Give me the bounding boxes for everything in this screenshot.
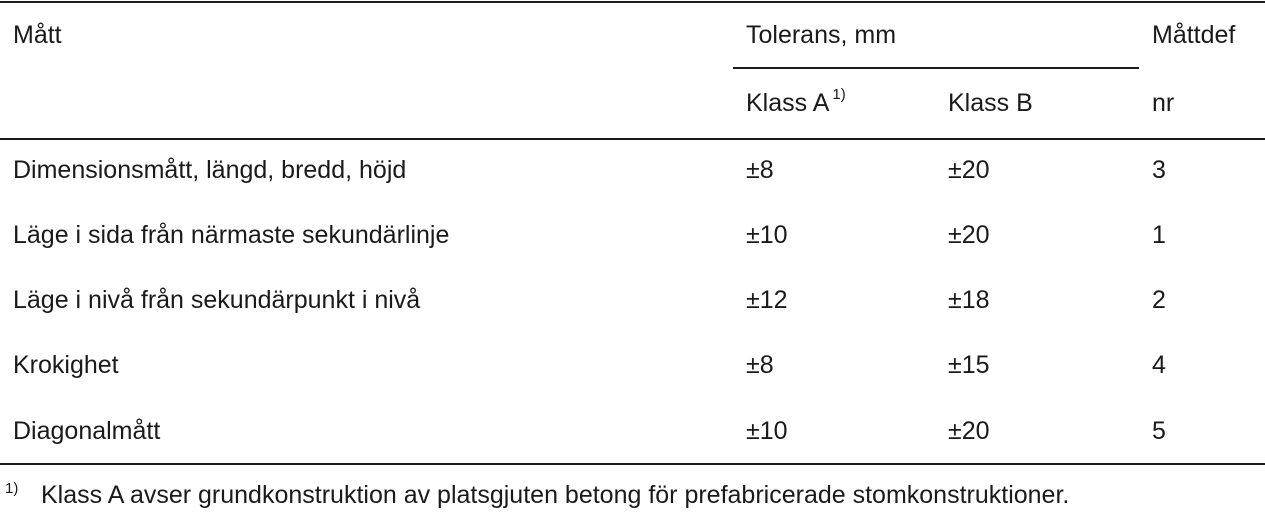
header-klass-b: Klass B [948,89,1033,117]
header-matt: Mått [13,21,62,49]
row-nr: 1 [1152,221,1166,249]
header-klass-a-footnote-ref: 1) [832,86,846,103]
row-nr: 5 [1152,417,1166,445]
row-nr: 4 [1152,351,1166,379]
row-nr: 2 [1152,286,1166,314]
row-matt: Krokighet [13,351,119,379]
table-top-rule [0,1,1265,3]
row-klass-a: ±10 [746,417,788,445]
row-matt: Dimensionsmått, längd, bredd, höjd [13,156,407,184]
row-klass-b: ±20 [948,156,990,184]
row-nr: 3 [1152,156,1166,184]
header-klass-a-label: Klass A [746,89,830,117]
header-nr: nr [1152,89,1175,117]
row-matt: Läge i nivå från sekundärpunkt i nivå [13,286,421,314]
header-bottom-rule [0,138,1265,140]
footnote-text: Klass A avser grundkonstruktion av plats… [41,481,1070,509]
row-klass-a: ±8 [746,351,774,379]
row-klass-a: ±8 [746,156,774,184]
row-klass-b: ±18 [948,286,990,314]
footnote-mark: 1) [5,480,19,497]
row-matt: Läge i sida från närmaste sekundärlinje [13,221,450,249]
header-tolerans: Tolerans, mm [746,21,897,49]
row-klass-b: ±15 [948,351,990,379]
row-klass-b: ±20 [948,221,990,249]
header-klass-a: Klass A 1) [746,86,846,122]
row-matt: Diagonalmått [13,417,161,445]
header-mattdef: Måttdef [1152,21,1236,49]
row-klass-b: ±20 [948,417,990,445]
row-klass-a: ±12 [746,286,788,314]
row-klass-a: ±10 [746,221,788,249]
table-bottom-rule [0,463,1265,465]
footnote: 1) Klass A avser grundkonstruktion av pla… [5,480,1069,514]
tolerans-group-rule [733,67,1139,69]
